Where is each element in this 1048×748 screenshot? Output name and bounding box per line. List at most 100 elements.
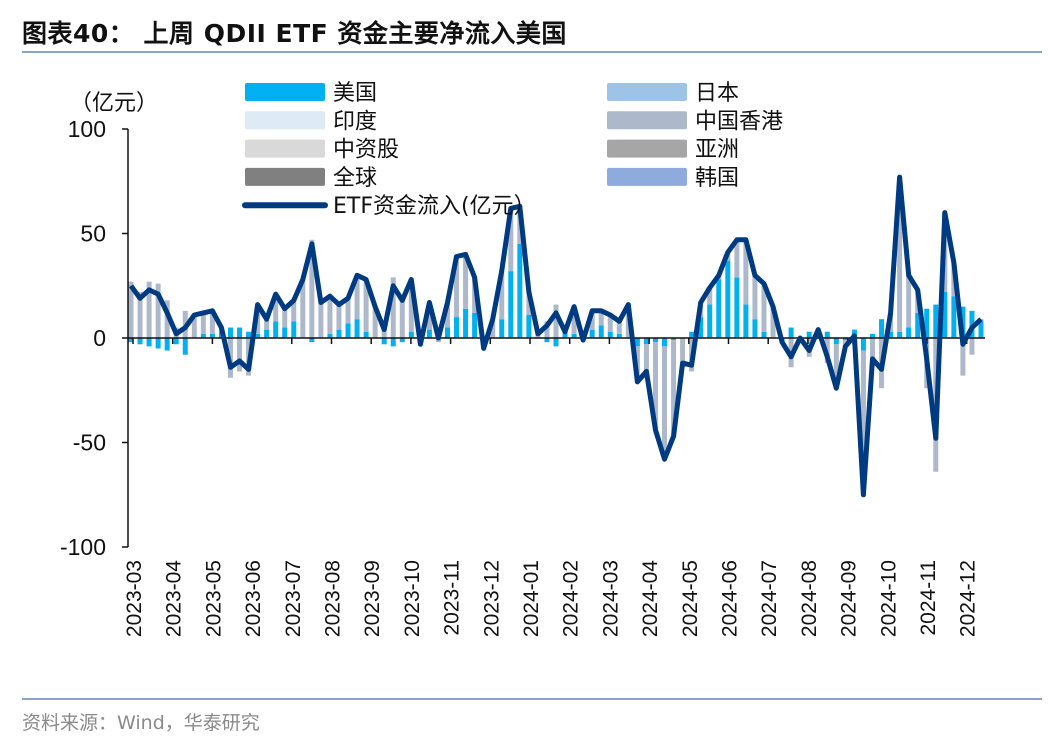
y-tick-label: 50 [80,221,106,247]
x-tick-label: 2023-06 [242,560,265,637]
bar-美国 [924,308,930,338]
bar-美国 [915,312,921,338]
bar-美国 [689,331,695,338]
bar-美国 [399,338,405,343]
x-tick-label: 2024-08 [798,560,821,637]
bar-中国香港 [273,294,279,322]
bar-美国 [291,321,297,338]
bar-中国香港 [571,306,577,334]
bar-中国香港 [680,338,686,364]
bar-美国 [128,338,134,343]
bar-中国香港 [743,239,749,305]
bar-美国 [743,304,749,338]
x-tick-label: 2023-04 [163,560,186,637]
bar-中国香港 [490,319,496,338]
bar-美国 [833,338,839,345]
bar-中国香港 [499,271,505,320]
legend-swatch [607,83,687,101]
bar-中国香港 [906,275,912,328]
bar-美国 [978,321,984,338]
bar-中国香港 [969,338,975,355]
legend-swatch [245,111,325,130]
legend-label: 中国香港 [695,109,783,134]
bar-美国 [137,338,143,345]
bar-中国香港 [191,315,197,338]
x-tick-label: 2023-09 [361,560,384,637]
bar-美国 [354,319,360,338]
bar-美国 [842,338,848,341]
bar-中国香港 [761,283,767,332]
bar-美国 [933,304,939,338]
bar-中国香港 [282,308,288,328]
bar-中国香港 [544,321,550,338]
bar-美国 [200,333,206,338]
bar-美国 [589,329,595,338]
bar-美国 [155,338,161,349]
bar-美国 [173,338,179,345]
bar-中国香港 [128,281,134,338]
bar-中国香港 [598,310,604,326]
y-tick-label: -100 [60,534,106,560]
bar-中国香港 [444,302,450,328]
x-tick-label: 2024-04 [639,560,662,637]
bar-中国香港 [752,275,758,320]
y-tick-label: -50 [73,430,106,456]
bar-美国 [237,327,243,338]
legend-label: 中资股 [333,138,399,163]
bar-美国 [426,329,432,338]
bar-中国香港 [300,279,306,338]
bar-美国 [698,317,704,338]
bar-中国香港 [399,296,405,338]
bar-中国香港 [372,306,378,338]
legend-label: 美国 [333,81,377,106]
bar-美国 [860,338,866,351]
bar-美国 [788,327,794,338]
x-tick-label: 2024-05 [679,560,702,637]
bar-中国香港 [318,302,324,338]
bar-美国 [381,338,387,345]
x-tick-label: 2023-12 [480,560,503,637]
x-tick-label: 2024-12 [957,560,980,637]
bar-中国香港 [607,315,613,332]
bar-美国 [634,338,640,347]
x-tick-label: 2023-07 [282,560,305,637]
legend-swatch [245,139,325,158]
etf-flow-line [128,174,983,498]
bar-美国 [761,331,767,338]
footer-divider [22,698,1042,700]
bar-美国 [725,260,731,338]
bar-美国 [571,333,577,338]
bar-美国 [444,327,450,338]
x-tick-label: 2024-07 [758,560,781,637]
axes: 100 50 0 -50 -100 2023-03 2023-04 2023-05 2023-0… [60,116,985,637]
bar-美国 [146,338,152,347]
legend-swatch [607,139,687,158]
bar-中国香港 [589,310,595,330]
bar-美国 [472,312,478,338]
bar-中国香港 [643,344,649,372]
bar-美国 [671,338,677,341]
bar-美国 [227,327,233,338]
bar-中国香港 [671,340,677,437]
x-tick-label: 2024-06 [719,560,742,637]
bar-中国香港 [345,298,351,324]
source-note: 资料来源：Wind，华泰研究 [22,712,260,734]
x-tick-label: 2024-10 [877,560,900,637]
bar-中国香港 [408,279,414,332]
bar-中国香港 [137,292,143,338]
bar-美国 [327,333,333,338]
bar-美国 [607,331,613,338]
bar-美国 [508,271,514,338]
x-tick-label: 2023-11 [441,560,464,636]
x-tick-label: 2023-05 [202,560,225,637]
bar-中国香港 [327,296,333,334]
bar-美国 [246,331,252,338]
bar-美国 [209,333,215,338]
bar-美国 [906,327,912,338]
bar-美国 [182,338,188,355]
x-tick-label: 2024-03 [599,560,622,637]
bar-美国 [309,338,315,343]
bar-美国 [363,331,369,338]
x-tick-label: 2023-10 [401,560,424,637]
figure-title: 图表40： 上周 QDII ETF 资金主要净流入美国 [22,19,567,48]
